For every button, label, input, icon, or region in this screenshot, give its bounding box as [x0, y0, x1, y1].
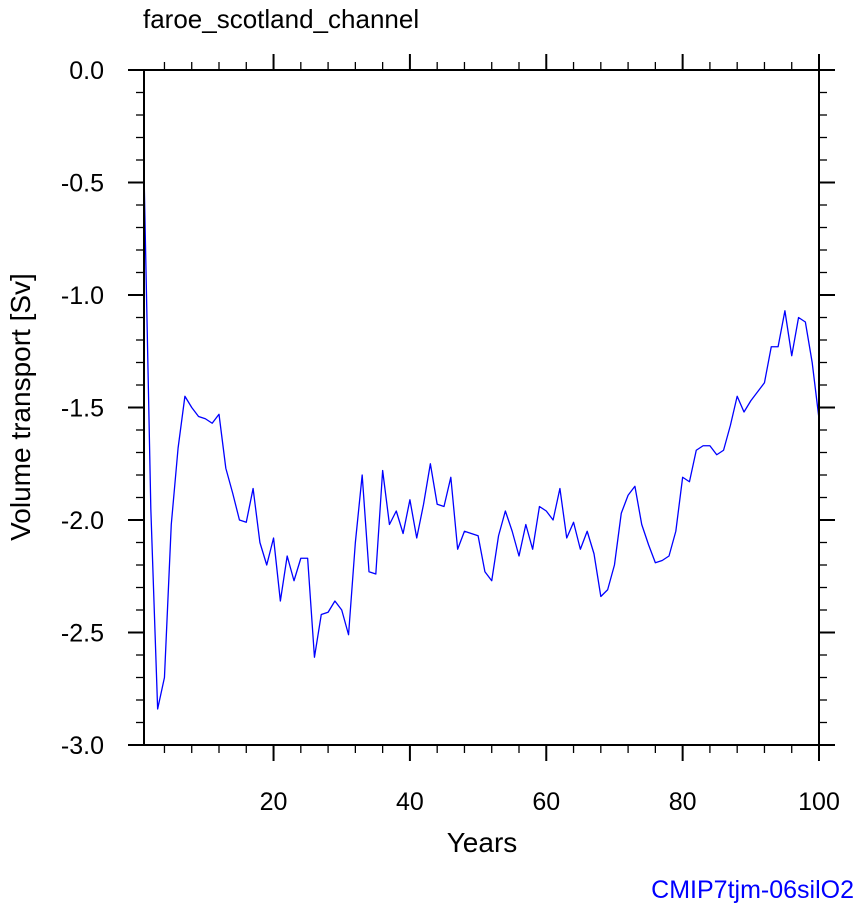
plot-frame — [143, 69, 820, 746]
x-tick-label: 80 — [669, 788, 697, 816]
x-tick-labels: 20 40 60 80 100 — [260, 788, 840, 816]
y-tick-label: 0.0 — [69, 57, 104, 85]
y-tick-label: -2.0 — [61, 507, 104, 535]
x-tick-label: 40 — [396, 788, 424, 816]
y-tick-label: -3.0 — [61, 732, 104, 760]
y-tick-label: -1.0 — [61, 282, 104, 310]
x-tick-label: 100 — [798, 788, 840, 816]
x-tick-label: 60 — [532, 788, 560, 816]
series-line — [143, 171, 820, 710]
chart-title: faroe_scotland_channel — [143, 4, 419, 34]
y-tick-label: -0.5 — [61, 170, 104, 198]
run-label: CMIP7tjm-06silO2 — [651, 876, 854, 904]
y-axis-title: Volume transport [Sv] — [5, 273, 36, 541]
axis-ticks — [128, 54, 835, 761]
y-tick-label: -1.5 — [61, 395, 104, 423]
y-tick-label: -2.5 — [61, 620, 104, 648]
y-tick-labels: 0.0 -0.5 -1.0 -1.5 -2.0 -2.5 -3.0 — [61, 57, 104, 760]
x-tick-label: 20 — [260, 788, 288, 816]
x-axis-title: Years — [447, 827, 518, 858]
